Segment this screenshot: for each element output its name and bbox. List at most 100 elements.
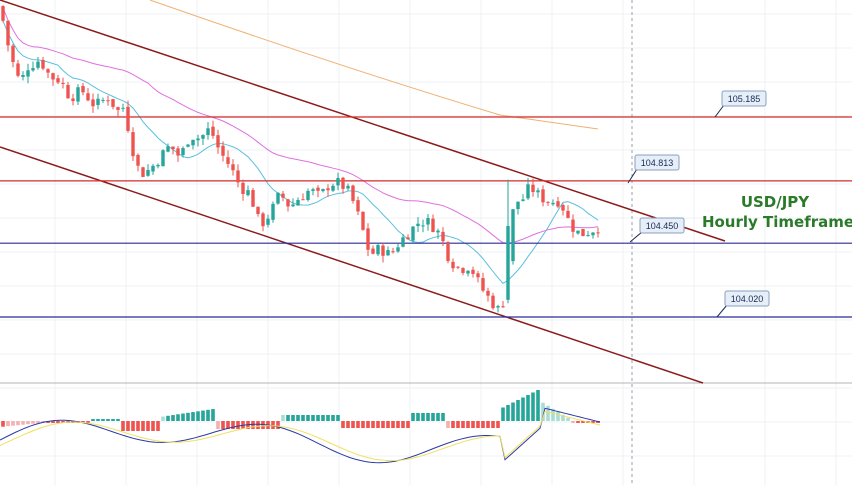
candle	[541, 185, 545, 207]
oscillator-histogram-bar	[286, 415, 290, 421]
ma-fast-line	[2, 20, 599, 284]
candle-body	[381, 245, 385, 256]
candle	[301, 193, 305, 201]
candle	[536, 187, 540, 198]
candle	[361, 211, 365, 231]
candle-body	[421, 225, 425, 227]
candle-body	[581, 228, 585, 237]
candle	[61, 77, 65, 89]
candle-body	[126, 106, 130, 131]
candle-body	[61, 82, 65, 85]
level-label-text: 104.020	[731, 294, 764, 304]
oscillator-histogram-bar	[521, 397, 525, 421]
candle-body	[56, 78, 60, 83]
candle-body	[31, 68, 35, 71]
candle-body	[266, 218, 270, 225]
candle	[351, 184, 355, 204]
candle	[86, 88, 90, 102]
oscillator-histogram-bar	[106, 419, 110, 421]
oscillator-histogram-bar	[571, 421, 575, 423]
candle-body	[11, 45, 15, 63]
oscillator-histogram-bar	[6, 421, 10, 427]
candle-body	[26, 70, 30, 77]
candle	[116, 106, 120, 117]
candle	[551, 199, 555, 206]
candle-body	[516, 201, 520, 210]
channel-upper-line	[0, 0, 726, 242]
candle	[506, 179, 510, 304]
oscillator-histogram-bar	[201, 410, 205, 421]
candle	[286, 198, 290, 212]
candle	[211, 120, 215, 139]
oscillator-histogram-bar	[426, 413, 430, 421]
candle	[486, 287, 490, 302]
candle-body	[426, 218, 430, 225]
candle-body	[431, 218, 435, 232]
candle	[381, 243, 385, 263]
candle	[181, 146, 185, 158]
candle	[11, 43, 15, 68]
oscillator-histogram-bar	[301, 415, 305, 421]
candle	[566, 205, 570, 219]
candle-body	[596, 232, 600, 234]
oscillator-histogram-bar	[441, 413, 445, 421]
candle-body	[476, 273, 480, 278]
oscillator-histogram-bar	[371, 421, 375, 428]
oscillator-histogram-bar	[386, 421, 390, 428]
oscillator-histogram-bar	[411, 413, 415, 421]
oscillator-histogram-bar	[16, 421, 20, 426]
oscillator-histogram-bar	[181, 413, 185, 421]
candle	[241, 179, 245, 201]
oscillator-histogram-bar	[226, 421, 230, 429]
level-label-pointer	[627, 168, 638, 184]
oscillator-histogram-bar	[576, 421, 580, 423]
candle-body	[471, 269, 475, 274]
oscillator-histogram-bar	[516, 400, 520, 421]
candle	[426, 214, 430, 231]
candle	[481, 272, 485, 293]
candle-body	[546, 201, 550, 203]
candle-body	[351, 185, 355, 201]
oscillator-histogram-bar	[341, 421, 345, 428]
candle-body	[561, 205, 565, 211]
candle-body	[81, 86, 85, 93]
candle	[466, 270, 470, 277]
level-label-text: 104.450	[646, 221, 679, 231]
oscillator-histogram-bar	[136, 421, 140, 431]
oscillator-histogram-bar	[476, 421, 480, 428]
candle	[161, 149, 165, 167]
candle	[176, 146, 180, 162]
oscillator-histogram-bar	[61, 421, 65, 423]
candle	[526, 177, 530, 200]
candle	[186, 144, 190, 148]
oscillator-histogram-bar	[531, 392, 535, 421]
candle-body	[406, 237, 410, 240]
oscillator-histogram-bar	[421, 413, 425, 421]
candle	[556, 196, 560, 209]
candle	[111, 99, 115, 110]
candle	[561, 203, 565, 216]
candle	[311, 187, 315, 196]
candle-body	[191, 139, 195, 146]
ma-mid-line	[2, 7, 599, 244]
candle	[316, 185, 320, 198]
candle	[136, 153, 140, 172]
oscillator-histogram-bar	[276, 421, 280, 429]
candle-body	[46, 69, 50, 73]
candle	[171, 146, 175, 155]
candle-body	[176, 148, 180, 156]
candle	[106, 95, 110, 106]
candle-body	[201, 135, 205, 139]
candle	[326, 184, 330, 197]
candle	[501, 301, 505, 308]
candle	[591, 231, 595, 239]
candle	[491, 292, 495, 310]
candle-body	[341, 177, 345, 189]
candle-body	[136, 154, 140, 166]
candle-body	[231, 164, 235, 171]
candle-body	[6, 20, 10, 46]
candle	[581, 228, 585, 237]
candle	[546, 201, 550, 206]
oscillator-histogram-bar	[116, 419, 120, 421]
oscillator-histogram-bar	[511, 402, 515, 421]
